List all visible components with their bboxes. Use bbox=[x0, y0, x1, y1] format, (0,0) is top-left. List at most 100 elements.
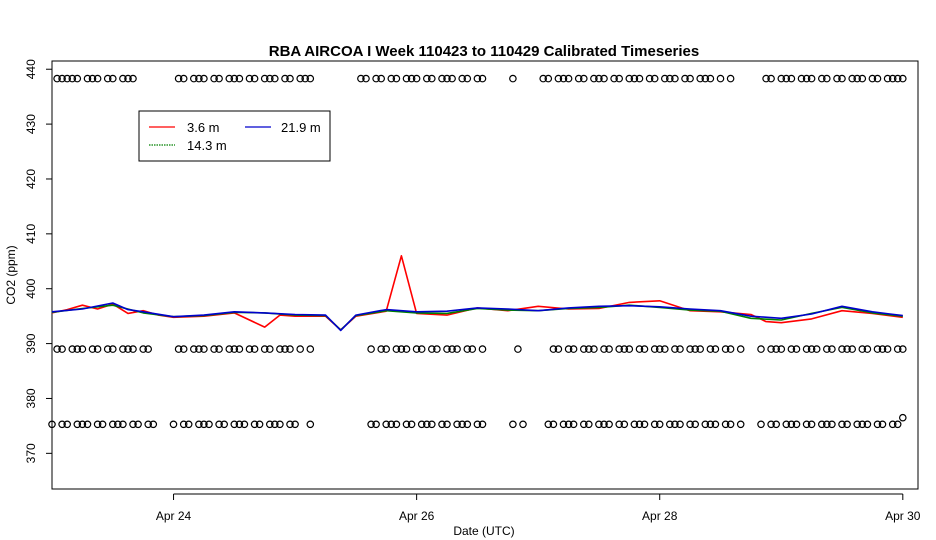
marker-point-high bbox=[807, 74, 816, 83]
marker-point-mid bbox=[671, 345, 679, 353]
marker-point-low bbox=[286, 420, 294, 429]
marker-point-high bbox=[660, 74, 669, 83]
marker-point-low bbox=[544, 420, 553, 429]
marker-point-mid bbox=[53, 345, 61, 353]
marker-point-high bbox=[438, 74, 446, 83]
marker-point-low bbox=[802, 420, 811, 429]
marker-point-mid bbox=[468, 345, 477, 353]
marker-point-high bbox=[63, 74, 71, 83]
y-tick-label: 400 bbox=[24, 278, 38, 298]
marker-point-mid bbox=[443, 345, 451, 353]
marker-point-mid bbox=[676, 345, 684, 353]
marker-point-high bbox=[579, 74, 588, 83]
marker-point-high bbox=[225, 74, 234, 83]
marker-point-high bbox=[407, 74, 416, 83]
marker-point-low bbox=[564, 420, 573, 429]
marker-point-low bbox=[620, 420, 629, 429]
marker-point-mid bbox=[250, 345, 259, 353]
marker-point-high bbox=[681, 74, 689, 83]
marker-point-mid bbox=[215, 345, 223, 353]
marker-point-mid bbox=[397, 345, 406, 353]
marker-point-mid bbox=[190, 345, 198, 353]
marker-point-mid bbox=[893, 345, 902, 353]
marker-point-high bbox=[782, 74, 791, 83]
marker-point-mid bbox=[88, 345, 97, 353]
marker-point-mid bbox=[68, 345, 77, 353]
marker-point-low bbox=[665, 420, 674, 429]
y-tick-label: 440 bbox=[24, 59, 38, 79]
marker-point-mid bbox=[564, 345, 573, 353]
x-tick-label: Apr 28 bbox=[642, 509, 678, 523]
marker-point-low bbox=[701, 420, 710, 429]
marker-point-high bbox=[600, 74, 608, 83]
marker-point-low bbox=[240, 420, 249, 429]
marker-point-high bbox=[443, 74, 451, 83]
marker-point-low bbox=[858, 420, 867, 429]
y-tick-label: 430 bbox=[24, 114, 38, 134]
marker-point-high bbox=[68, 74, 77, 83]
marker-point-high bbox=[190, 74, 198, 83]
marker-point-low bbox=[169, 420, 178, 429]
marker-point-mid bbox=[660, 345, 669, 353]
marker-point-low bbox=[878, 420, 887, 429]
marker-point-low bbox=[382, 420, 391, 429]
marker-point-low bbox=[782, 420, 791, 429]
marker-point-high bbox=[362, 74, 370, 83]
marker-point-low bbox=[270, 420, 279, 429]
marker-point-high bbox=[250, 74, 259, 83]
marker-point-mid bbox=[139, 345, 148, 353]
marker-point-high bbox=[595, 74, 603, 83]
marker-point-low bbox=[372, 420, 380, 429]
marker-point-high bbox=[215, 74, 223, 83]
marker-point-mid bbox=[286, 345, 294, 353]
marker-point-low bbox=[807, 420, 816, 429]
marker-point-mid bbox=[119, 345, 127, 353]
marker-point-high bbox=[838, 74, 846, 83]
marker-point-mid bbox=[843, 345, 851, 353]
marker-point-mid bbox=[640, 345, 649, 353]
marker-point-mid bbox=[144, 345, 153, 353]
marker-point-mid bbox=[453, 345, 461, 353]
marker-point-mid bbox=[417, 345, 426, 353]
marker-point-low bbox=[235, 420, 244, 429]
marker-point-high bbox=[301, 74, 310, 83]
marker-point-low bbox=[721, 420, 730, 429]
marker-point-low bbox=[757, 420, 765, 429]
marker-point-mid bbox=[392, 345, 401, 353]
marker-point-low bbox=[392, 420, 401, 429]
marker-point-high bbox=[635, 74, 644, 83]
marker-point-mid bbox=[78, 345, 87, 353]
marker-point-low bbox=[873, 420, 882, 429]
marker-point-low bbox=[265, 420, 274, 429]
marker-point-mid bbox=[402, 345, 411, 353]
marker-point-mid bbox=[276, 345, 284, 353]
marker-point-mid bbox=[691, 345, 700, 353]
y-tick-label: 380 bbox=[24, 388, 38, 408]
marker-point-low bbox=[443, 420, 451, 429]
marker-point-low bbox=[853, 420, 862, 429]
marker-point-mid bbox=[605, 345, 613, 353]
marker-point-mid bbox=[863, 345, 872, 353]
marker-point-mid bbox=[367, 345, 375, 353]
marker-point-mid bbox=[873, 345, 882, 353]
marker-point-low bbox=[276, 420, 284, 429]
marker-point-low bbox=[478, 420, 487, 429]
marker-point-mid bbox=[73, 345, 82, 353]
marker-point-mid bbox=[433, 345, 441, 353]
marker-point-high bbox=[422, 74, 431, 83]
marker-point-high bbox=[833, 74, 841, 83]
marker-point-low bbox=[417, 420, 426, 429]
marker-point-low bbox=[630, 420, 639, 429]
marker-point-mid bbox=[878, 345, 887, 353]
marker-point-high bbox=[610, 74, 618, 83]
marker-point-low bbox=[655, 420, 664, 429]
marker-point-outlier bbox=[898, 413, 907, 422]
marker-point-high bbox=[458, 74, 467, 83]
marker-point-low bbox=[255, 420, 264, 429]
marker-point-high bbox=[686, 74, 694, 83]
series-line-21-9-m bbox=[51, 302, 903, 332]
marker-point-high bbox=[762, 74, 770, 83]
marker-point-mid bbox=[858, 345, 867, 353]
marker-point-mid bbox=[848, 345, 857, 353]
marker-point-high bbox=[671, 74, 679, 83]
